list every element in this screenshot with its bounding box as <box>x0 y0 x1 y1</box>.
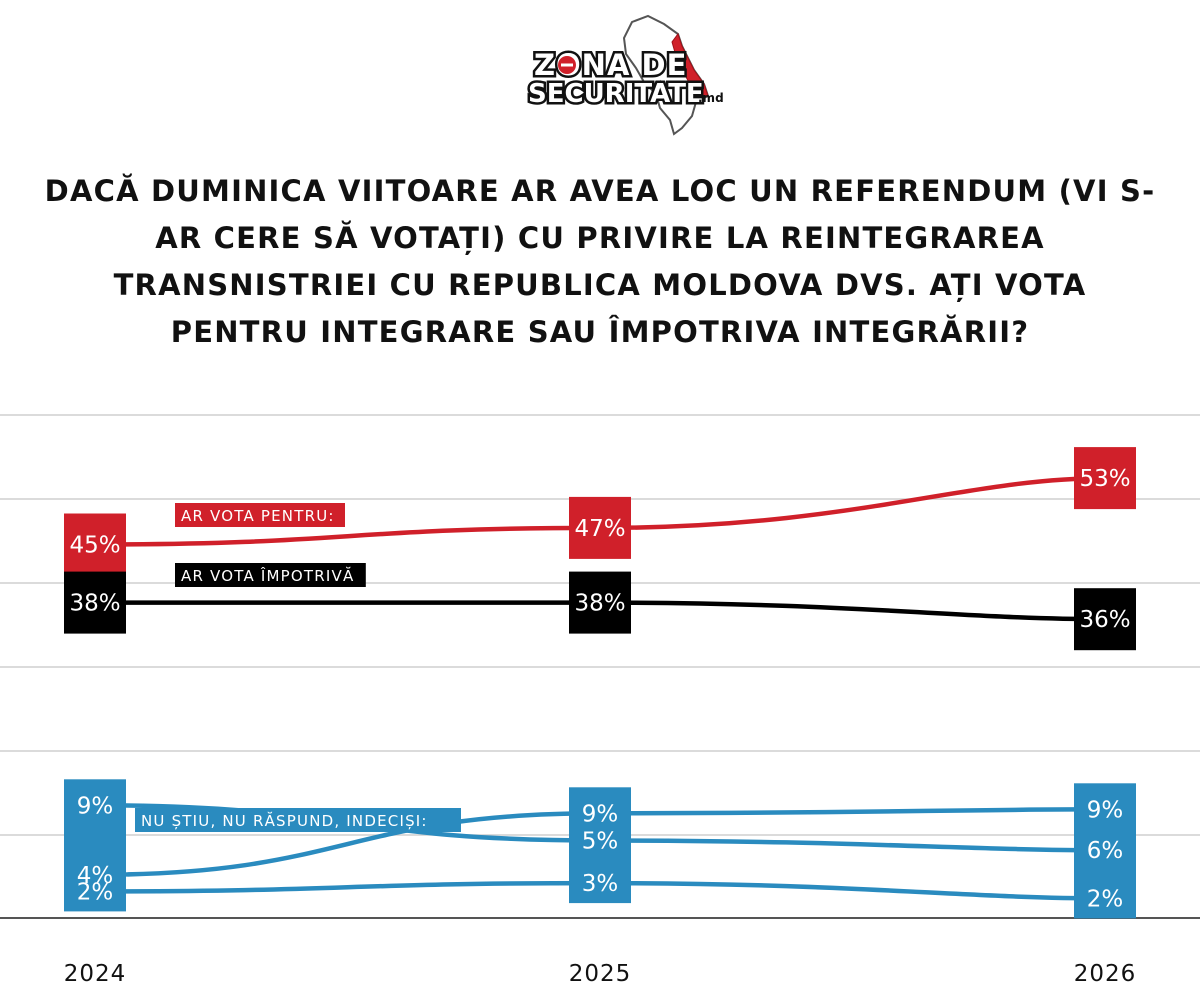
data-label: 9% <box>1087 797 1124 823</box>
data-label-box <box>64 779 126 912</box>
data-label: 53% <box>1079 466 1130 492</box>
data-label: 9% <box>582 801 619 827</box>
data-label: 3% <box>582 871 619 897</box>
data-label-box <box>64 571 126 634</box>
data-label: 4% <box>77 863 114 889</box>
data-label: 36% <box>1079 607 1130 633</box>
data-label: 38% <box>574 591 625 617</box>
series-label: AR VOTA ÎMPOTRIVĂ <box>181 566 354 585</box>
data-label-box <box>1074 447 1136 510</box>
data-label-box <box>1074 783 1136 919</box>
data-label: 2% <box>1087 886 1124 912</box>
x-tick-label: 2025 <box>569 961 632 987</box>
data-label: 5% <box>582 829 619 855</box>
logo-line-2: SECURITATE <box>528 79 704 109</box>
series-label-bg <box>175 563 366 587</box>
logo-suffix: .md <box>698 91 724 105</box>
data-label-box <box>64 513 126 576</box>
chart-title: DACĂ DUMINICA VIITOARE AR AVEA LOC UN RE… <box>44 174 1156 349</box>
data-label: 38% <box>69 591 120 617</box>
data-label: 47% <box>574 516 625 542</box>
x-tick-label: 2024 <box>64 961 127 987</box>
series-label: AR VOTA PENTRU: <box>181 507 335 525</box>
data-label: 6% <box>1087 838 1124 864</box>
data-label-box <box>569 571 631 634</box>
data-label-box <box>569 496 631 559</box>
data-label-box <box>1074 588 1136 651</box>
data-label-box <box>569 787 631 904</box>
series-label-bg <box>175 503 345 527</box>
logo: ZONA DE SECURITATE .md <box>526 14 724 136</box>
data-labels: 45%47%53%38% 38%36%9%5% 6%4%9% 9%2% 3%2% <box>64 447 1136 919</box>
transnistria-region <box>671 32 709 99</box>
x-tick-label: 2026 <box>1074 961 1137 987</box>
data-label: 45% <box>69 533 120 559</box>
series-label-bg <box>135 808 461 832</box>
data-label: 2% <box>77 879 114 905</box>
x-axis: 2024 2025 2026 <box>64 961 1137 987</box>
series-label: NU ȘTIU, NU RĂSPUND, INDECIȘI: <box>141 811 428 830</box>
series-labels: AR VOTA PENTRU: AR VOTA ÎMPOTRIVĂ NU ȘTIU,… <box>135 503 461 832</box>
data-label: 9% <box>77 793 114 819</box>
